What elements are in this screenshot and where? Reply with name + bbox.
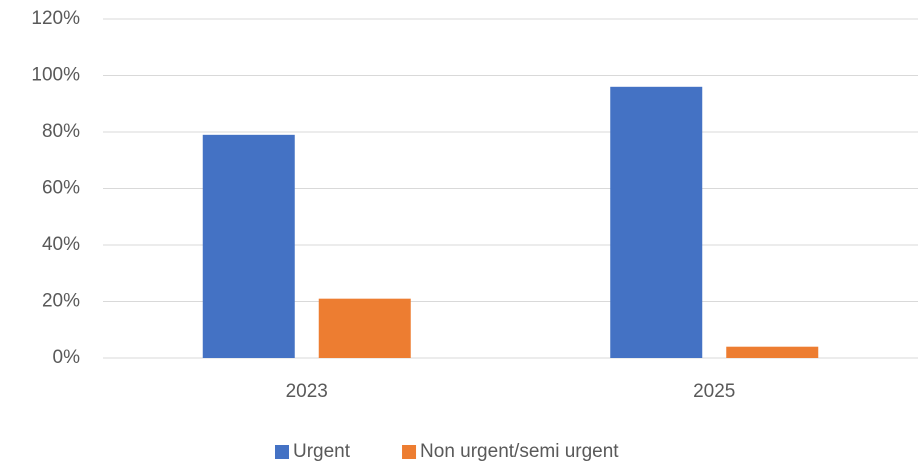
- legend: Urgent Non urgent/semi urgent: [275, 441, 619, 462]
- legend-label: Non urgent/semi urgent: [420, 441, 619, 462]
- y-tick-label: 120%: [31, 8, 80, 29]
- y-tick-label: 40%: [42, 234, 80, 255]
- legend-swatch: [275, 445, 289, 459]
- y-tick-label: 60%: [42, 178, 80, 199]
- x-tick-label: 2025: [693, 381, 735, 402]
- bar: [610, 86, 703, 359]
- bar: [318, 298, 411, 358]
- y-tick-label: 20%: [42, 291, 80, 312]
- y-tick-label: 0%: [53, 347, 81, 368]
- bar: [726, 346, 819, 358]
- legend-swatch: [402, 445, 417, 459]
- y-tick-label: 80%: [42, 121, 80, 142]
- y-tick-label: 100%: [31, 65, 80, 86]
- x-tick-label: 2023: [286, 381, 328, 402]
- bar: [202, 134, 295, 358]
- legend-label: Urgent: [293, 441, 351, 462]
